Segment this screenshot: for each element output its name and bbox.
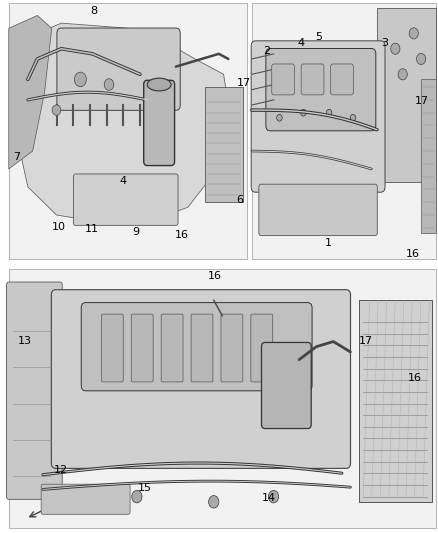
FancyBboxPatch shape [144,80,175,166]
Text: 13: 13 [18,336,32,346]
Circle shape [52,105,61,115]
Text: 11: 11 [85,224,99,234]
Circle shape [104,79,114,90]
FancyBboxPatch shape [251,314,273,382]
Text: 9: 9 [132,227,139,237]
Text: 16: 16 [175,230,189,239]
Circle shape [350,115,356,121]
FancyBboxPatch shape [7,282,62,499]
Text: 4: 4 [119,176,126,186]
FancyBboxPatch shape [251,41,385,192]
Text: 4: 4 [298,38,305,47]
Text: 10: 10 [52,222,66,231]
FancyBboxPatch shape [161,314,183,382]
Circle shape [398,69,407,80]
Circle shape [417,53,426,64]
Text: 16: 16 [208,271,222,281]
Text: 3: 3 [381,38,388,47]
Circle shape [300,109,306,116]
Circle shape [132,490,142,503]
FancyBboxPatch shape [331,64,353,95]
Circle shape [208,496,219,508]
Circle shape [391,43,400,54]
Polygon shape [9,15,52,169]
Bar [9,269,436,528]
Text: 17: 17 [415,96,429,106]
FancyBboxPatch shape [221,314,243,382]
Text: 15: 15 [138,483,152,492]
Text: 16: 16 [406,249,420,259]
Text: 17: 17 [237,78,251,87]
Text: 5: 5 [315,33,322,42]
Bar [421,79,436,233]
Bar [377,8,436,182]
Text: 12: 12 [54,465,68,475]
FancyBboxPatch shape [101,314,123,382]
FancyBboxPatch shape [41,484,130,514]
Text: 1: 1 [325,238,332,247]
Bar [205,87,243,202]
Circle shape [268,490,279,503]
Circle shape [409,28,418,39]
Circle shape [74,72,86,87]
FancyBboxPatch shape [131,314,153,382]
FancyBboxPatch shape [74,174,178,225]
Text: 14: 14 [262,494,276,503]
Text: 7: 7 [13,152,20,162]
Polygon shape [18,23,228,223]
FancyBboxPatch shape [57,28,180,110]
FancyBboxPatch shape [259,184,377,236]
Circle shape [277,115,282,121]
Bar [359,300,431,502]
Circle shape [326,109,332,116]
Text: 17: 17 [359,336,373,346]
Text: 16: 16 [407,374,421,383]
Text: 6: 6 [237,195,244,205]
FancyBboxPatch shape [301,64,324,95]
FancyBboxPatch shape [51,290,350,469]
Text: 2: 2 [263,46,270,55]
Text: 8: 8 [91,6,98,15]
FancyBboxPatch shape [191,314,213,382]
Ellipse shape [147,78,171,91]
FancyBboxPatch shape [266,49,376,131]
FancyBboxPatch shape [81,303,312,391]
Bar [252,3,436,259]
Bar [9,3,247,259]
FancyBboxPatch shape [272,64,294,95]
FancyBboxPatch shape [261,343,311,429]
